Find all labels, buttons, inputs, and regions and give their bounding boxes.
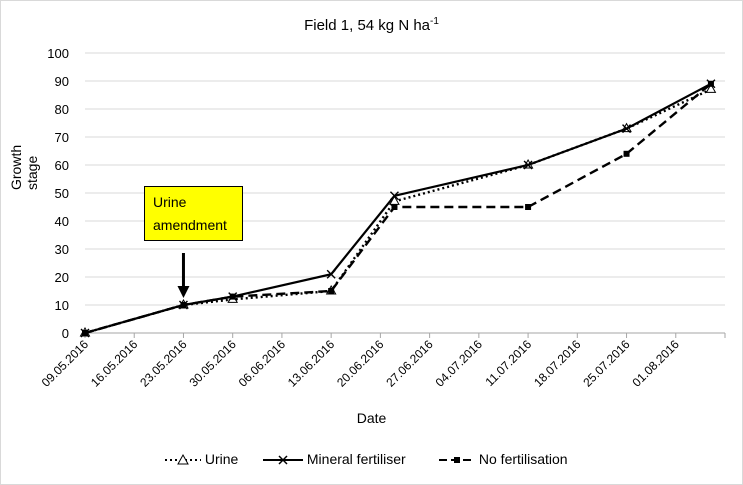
y-axis-label: Growth stage <box>8 144 40 190</box>
data-point-no-fertilisation <box>391 204 398 210</box>
data-point-urine <box>705 83 717 93</box>
x-axis-label: Date <box>356 410 387 426</box>
x-tick-label: 25.07.2016 <box>580 337 633 390</box>
y-tick-label: 50 <box>55 186 69 201</box>
legend-label-urine: Urine <box>204 451 239 467</box>
y-tick-label: 40 <box>55 214 69 229</box>
legend-label-no-fertilisation: No fertilisation <box>478 451 568 467</box>
x-tick-label: 11.07.2016 <box>482 337 534 389</box>
legend-item-mineral-fertiliser: Mineral fertiliser <box>263 451 406 467</box>
series-line-no-fertilisation <box>84 82 712 335</box>
legend-swatch-no-fertilisation <box>439 457 475 464</box>
x-tick-label: 23.05.2016 <box>137 337 190 390</box>
data-point-no-fertilisation <box>623 150 630 157</box>
legend-item-no-fertilisation: No fertilisation <box>439 451 568 467</box>
x-tick-label: 09.05.2016 <box>39 337 92 390</box>
x-tick-labels: 09.05.201616.05.201623.05.201630.05.2016… <box>39 337 682 390</box>
annotation-arrow <box>177 253 190 298</box>
urine-amendment-annotation: Urine amendment <box>144 186 243 241</box>
x-tick-label: 27.06.2016 <box>383 337 436 390</box>
legend-label-mineral-fertiliser: Mineral fertiliser <box>306 451 406 467</box>
axes <box>84 332 726 338</box>
x-tick-label: 30.05.2016 <box>186 337 239 390</box>
data-point-no-fertilisation <box>180 302 187 308</box>
y-tick-labels: 0 10 20 30 40 50 60 70 80 90 100 <box>47 46 69 341</box>
x-tick-label: 20.06.2016 <box>334 337 387 390</box>
y-tick-label: 70 <box>55 130 69 145</box>
y-tick-label: 80 <box>55 102 69 117</box>
chart-title: Field 1, 54 kg N ha-1 <box>0 16 743 34</box>
x-tick-label: 06.06.2016 <box>236 337 289 390</box>
grid-lines <box>85 52 725 306</box>
chart-title-superscript: -1 <box>430 16 439 27</box>
y-tick-label: 60 <box>55 158 69 173</box>
data-point-no-fertilisation <box>525 204 532 210</box>
annotation-line-1: Urine <box>153 194 187 210</box>
data-point-mineral-fertiliser <box>523 160 533 170</box>
annotation-line-2: amendment <box>153 217 227 233</box>
data-point-no-fertilisation <box>707 80 714 87</box>
y-tick-label: 20 <box>55 270 69 285</box>
series-group <box>79 79 717 338</box>
y-tick-label: 90 <box>55 74 69 89</box>
data-point-no-fertilisation <box>229 293 236 300</box>
data-point-mineral-fertiliser <box>326 269 336 279</box>
y-tick-label: 0 <box>62 326 69 341</box>
data-point-mineral-fertiliser <box>389 191 399 201</box>
x-tick-label: 04.07.2016 <box>433 337 486 390</box>
chart-title-text: Field 1, 54 kg N ha <box>304 17 430 34</box>
legend-swatch-mineral-fertiliser <box>263 455 303 465</box>
x-tick-label: 16.05.2016 <box>88 337 141 390</box>
data-point-mineral-fertiliser <box>622 124 632 134</box>
y-tick-label: 30 <box>55 242 69 257</box>
legend-swatch-urine <box>165 454 201 465</box>
data-point-no-fertilisation <box>328 288 335 294</box>
annotation-arrow-head <box>177 286 190 298</box>
x-tick-label: 13.06.2016 <box>285 337 338 390</box>
data-point-no-fertilisation <box>82 330 88 336</box>
series-line-mineral-fertiliser <box>84 82 712 335</box>
y-tick-label: 10 <box>55 298 69 313</box>
y-tick-label: 100 <box>47 46 69 61</box>
x-tick-label: 01.08.2016 <box>630 337 683 390</box>
legend-item-urine: Urine <box>165 451 238 467</box>
x-tick-label: 18.07.2016 <box>531 337 584 390</box>
